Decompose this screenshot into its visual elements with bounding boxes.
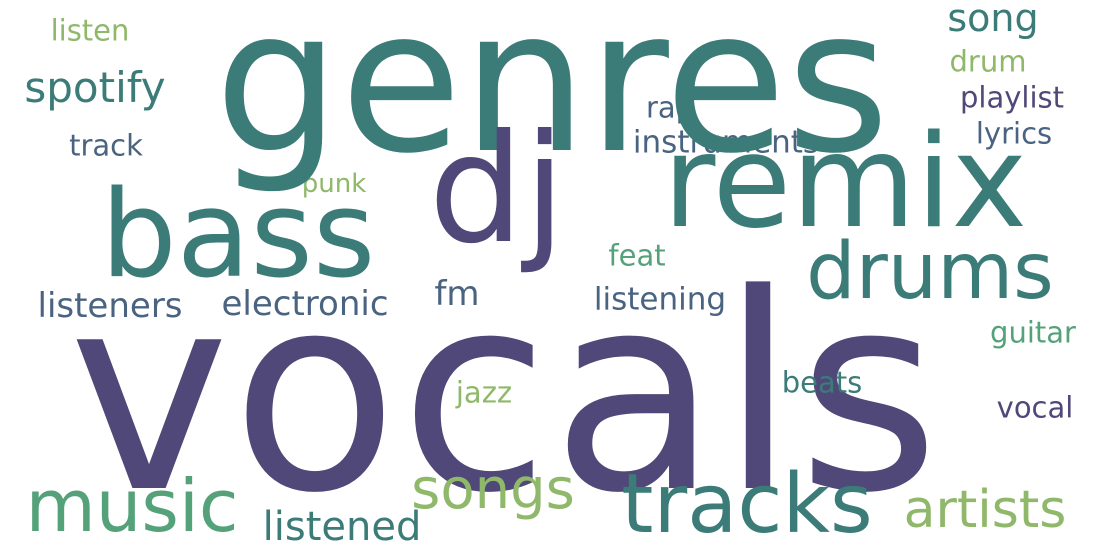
word-vocals: vocals — [68, 237, 942, 553]
word-lyrics: lyrics — [975, 116, 1053, 151]
word-song: song — [947, 0, 1039, 40]
word-punk: punk — [301, 169, 367, 199]
word-jazz: jazz — [455, 375, 513, 410]
word-tracks: tracks — [621, 457, 873, 552]
word-bass: bass — [100, 166, 376, 305]
word-track: track — [69, 128, 143, 163]
word-artists: artists — [903, 480, 1067, 540]
word-listened: listened — [262, 504, 422, 550]
word-genres: genres — [214, 0, 890, 197]
word-remix: remix — [662, 108, 1028, 257]
word-guitar: guitar — [990, 315, 1076, 350]
word-electronic: electronic — [221, 284, 389, 324]
word-dj: dj — [428, 103, 566, 277]
word-listening: listening — [593, 281, 727, 318]
word-rap: rap — [645, 90, 695, 125]
word-listeners: listeners — [37, 286, 183, 326]
word-listen: listen — [50, 13, 130, 48]
word-spotify: spotify — [24, 63, 166, 112]
word-songs: songs — [411, 457, 575, 522]
word-instruments: instruments — [632, 124, 820, 161]
word-music: music — [25, 464, 239, 548]
word-fm: fm — [434, 274, 480, 314]
word-drum: drum — [949, 44, 1027, 79]
word-drums: drums — [806, 227, 1054, 317]
word-playlist: playlist — [960, 80, 1064, 115]
word-feat: feat — [608, 238, 666, 273]
word-beats: beats — [781, 365, 863, 400]
word-vocal: vocal — [996, 390, 1074, 425]
